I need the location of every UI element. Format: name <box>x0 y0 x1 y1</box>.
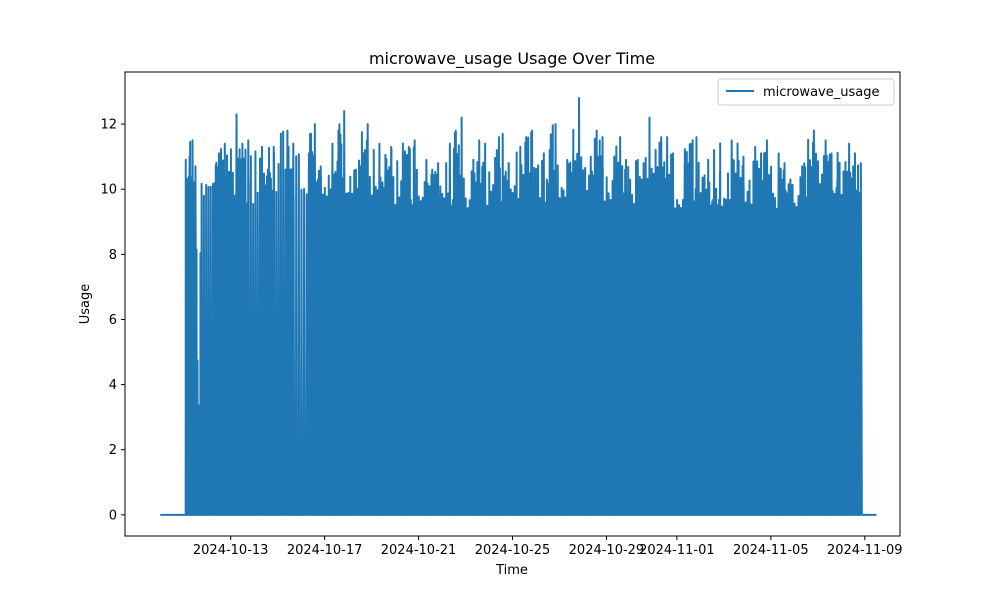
x-tick-label: 2024-10-25 <box>475 543 551 558</box>
plot-area: 0 2 4 6 8 10 12 2024-10-13 2024-10-17 2024-10-21… <box>100 71 903 558</box>
x-tick-label: 2024-10-29 <box>569 543 645 558</box>
series-line-0 <box>160 97 877 516</box>
x-tick-label: 2024-11-09 <box>827 543 903 558</box>
y-tick-label: 8 <box>109 248 117 263</box>
y-tick-label: 12 <box>100 118 117 133</box>
legend: microwave_usage <box>717 78 895 106</box>
y-axis: 0 2 4 6 8 10 12 <box>100 118 125 523</box>
y-tick-label: 4 <box>109 378 117 393</box>
x-tick-label: 2024-11-05 <box>733 543 809 558</box>
x-tick-label: 2024-10-17 <box>287 543 363 558</box>
legend-box <box>717 78 895 106</box>
series-group <box>160 97 877 516</box>
x-tick-label: 2024-11-01 <box>639 543 715 558</box>
y-tick-label: 2 <box>109 443 117 458</box>
y-tick-label: 6 <box>109 313 117 328</box>
x-axis: 2024-10-13 2024-10-17 2024-10-21 2024-10-25… <box>193 536 903 558</box>
chart-title: microwave_usage Usage Over Time <box>369 49 655 69</box>
y-tick-label: 0 <box>109 508 117 523</box>
x-axis-label: Time <box>495 563 528 578</box>
x-tick-label: 2024-10-21 <box>381 543 457 558</box>
x-tick-label: 2024-10-13 <box>193 543 269 558</box>
legend-label: microwave_usage <box>763 85 879 100</box>
y-tick-label: 10 <box>100 183 117 198</box>
y-axis-label: Usage <box>78 284 93 325</box>
